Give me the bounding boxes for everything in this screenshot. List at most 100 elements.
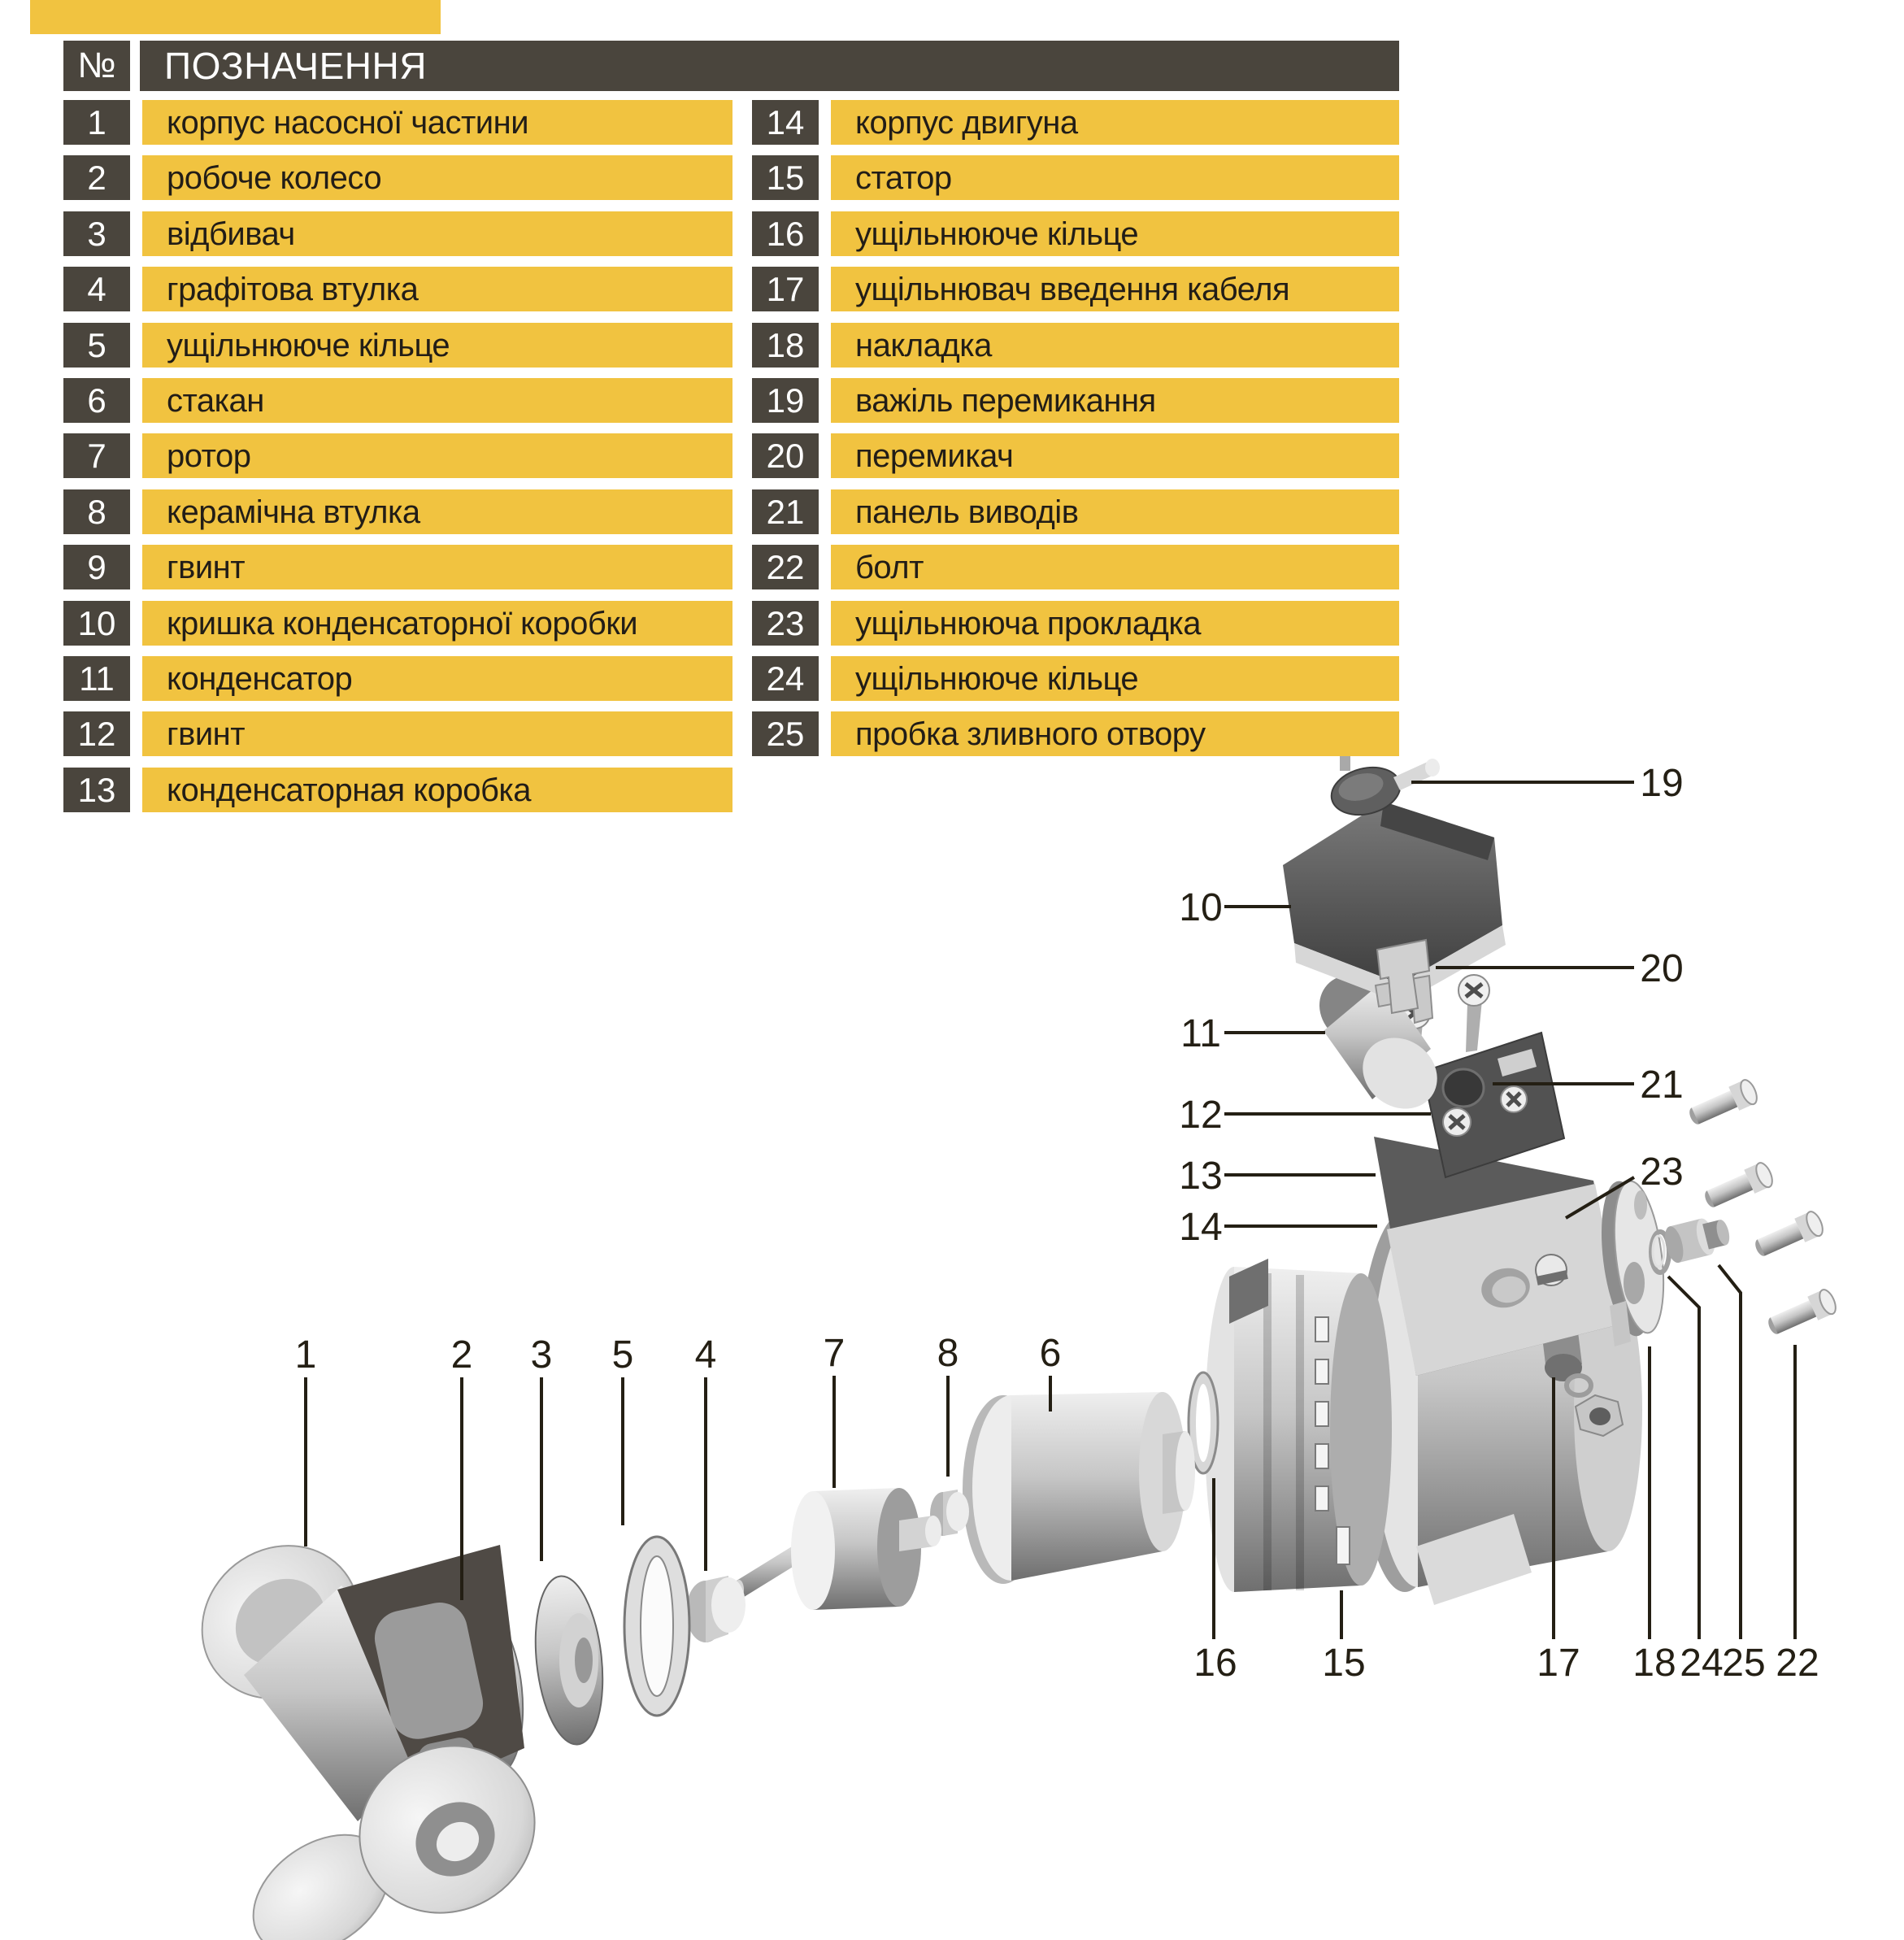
legend-row-19: 19 важіль перемикання [752, 377, 1399, 423]
stator-lamination-slots [1315, 1316, 1350, 1565]
callout-number-2: 2 [451, 1333, 473, 1377]
legend-row-14: 14 корпус двигуна [752, 100, 1399, 145]
legend-row-1: 1 корпус насосної частини [63, 100, 732, 145]
legend-row-number: 10 [63, 600, 130, 646]
legend-row-number: 18 [752, 322, 819, 368]
part-cup [963, 1392, 1195, 1584]
legend-row-number: 17 [752, 267, 819, 312]
legend-row-number: 24 [752, 655, 819, 701]
callout-number-5: 5 [612, 1333, 634, 1377]
legend-row-25: 25 пробка зливного отвору [752, 711, 1399, 757]
legend-row-number: 22 [752, 545, 819, 590]
callout-number-22: 22 [1776, 1642, 1819, 1685]
legend-row-label: стакан [142, 377, 732, 423]
callout-number-11: 11 [1180, 1012, 1221, 1055]
legend-row-10: 10 кришка конденсаторної коробки [63, 600, 732, 646]
leader-line-25 [1717, 1264, 1742, 1639]
callout-number-13: 13 [1179, 1155, 1222, 1198]
legend-row-label: гвинт [142, 545, 732, 590]
callout-number-25: 25 [1722, 1642, 1765, 1685]
part-switch [1376, 938, 1431, 1015]
legend-row-label: ущільнююче кільце [831, 211, 1399, 256]
legend-row-label: статор [831, 155, 1399, 201]
part-deflector [534, 1575, 604, 1746]
legend-row-24: 24 ущільнююче кільце [752, 655, 1399, 701]
legend-row-label: ущільнююче кільце [142, 322, 732, 368]
legend-row-number: 11 [63, 655, 130, 701]
legend-row-11: 11 конденсатор [63, 655, 732, 701]
legend-row-label: болт [831, 545, 1399, 590]
legend-row-9: 9 гвинт [63, 545, 732, 590]
legend-row-label: пробка зливного отвору [831, 711, 1399, 757]
legend-row-number: 4 [63, 267, 130, 312]
part-terminal-panel [1421, 1031, 1566, 1179]
part-graphite-bushing [686, 1576, 746, 1642]
legend-row-18: 18 накладка [752, 322, 1399, 368]
legend-row-12: 12 гвинт [63, 711, 732, 757]
legend-row-20: 20 перемикач [752, 433, 1399, 479]
legend-row-label: корпус насосної частини [142, 100, 732, 145]
callout-number-20: 20 [1640, 947, 1683, 990]
part-seal-ring-5 [623, 1535, 691, 1717]
legend-row-number: 2 [63, 155, 130, 201]
legend-row-number: 23 [752, 600, 819, 646]
legend-row-number: 3 [63, 211, 130, 256]
legend-row-3: 3 відбивач [63, 211, 732, 256]
legend-row-label: гвинт [142, 711, 732, 757]
callout-number-4: 4 [695, 1333, 717, 1377]
legend-row-number: 15 [752, 155, 819, 201]
callout-number-7: 7 [824, 1332, 845, 1375]
leader-line-23 [1564, 1176, 1636, 1220]
callout-number-16: 16 [1193, 1642, 1237, 1685]
callout-number-18: 18 [1632, 1642, 1676, 1685]
legend-row-label: ущільнююче кільце [831, 655, 1399, 701]
legend-row-number: 5 [63, 322, 130, 368]
legend-column-left: 1 корпус насосної частини 2 робоче колес… [63, 100, 732, 823]
legend-row-7: 7 ротор [63, 433, 732, 479]
legend-row-4: 4 графітова втулка [63, 267, 732, 312]
legend-row-number: 20 [752, 433, 819, 479]
legend-row-13: 13 конденсаторная коробка [63, 767, 732, 812]
legend-row-number: 13 [63, 767, 130, 812]
legend-row-17: 17 ущільнювач введення кабеля [752, 267, 1399, 312]
legend-row-5: 5 ущільнююче кільце [63, 322, 732, 368]
legend-row-16: 16 ущільнююче кільце [752, 211, 1399, 256]
legend-row-number: 25 [752, 711, 819, 757]
legend-row-label: відбивач [142, 211, 732, 256]
part-seal-ring-16 [1187, 1371, 1219, 1475]
legend-row-number: 12 [63, 711, 130, 757]
legend-row-number: 7 [63, 433, 130, 479]
legend-row-number: 6 [63, 377, 130, 423]
legend-row-label: кришка конденсаторної коробки [142, 600, 732, 646]
callout-number-17: 17 [1537, 1642, 1580, 1685]
part-capacitor-box [1374, 1137, 1623, 1376]
gasket-boss [1535, 1254, 1568, 1286]
legend-row-number: 14 [752, 100, 819, 145]
callout-number-10: 10 [1179, 886, 1222, 929]
part-cover-plate [1602, 1180, 1665, 1346]
legend-row-22: 22 болт [752, 545, 1399, 590]
legend-header-title: ПОЗНАЧЕННЯ [140, 41, 1399, 91]
legend-row-label: ущільнювач введення кабеля [831, 267, 1399, 312]
callout-number-15: 15 [1322, 1642, 1365, 1685]
legend-row-label: перемикач [831, 433, 1399, 479]
callout-number-8: 8 [937, 1332, 959, 1375]
legend-row-21: 21 панель виводів [752, 489, 1399, 534]
cropped-top-banner [30, 0, 441, 34]
legend-row-label: керамічна втулка [142, 489, 732, 534]
legend-row-23: 23 ущільнююча прокладка [752, 600, 1399, 646]
legend-row-15: 15 статор [752, 155, 1399, 201]
part-drain-plug [1665, 1218, 1730, 1264]
callout-number-19: 19 [1640, 762, 1683, 805]
legend-row-number: 9 [63, 545, 130, 590]
leader-line-24 [1667, 1275, 1701, 1639]
legend-row-label: графітова втулка [142, 267, 732, 312]
part-rotor [734, 1488, 941, 1610]
legend-row-label: корпус двигуна [831, 100, 1399, 145]
legend-row-2: 2 робоче колесо [63, 155, 732, 201]
callout-number-6: 6 [1040, 1332, 1062, 1375]
legend-column-right: 14 корпус двигуна 15 статор 16 ущільнююч… [752, 100, 1399, 768]
legend-row-number: 1 [63, 100, 130, 145]
